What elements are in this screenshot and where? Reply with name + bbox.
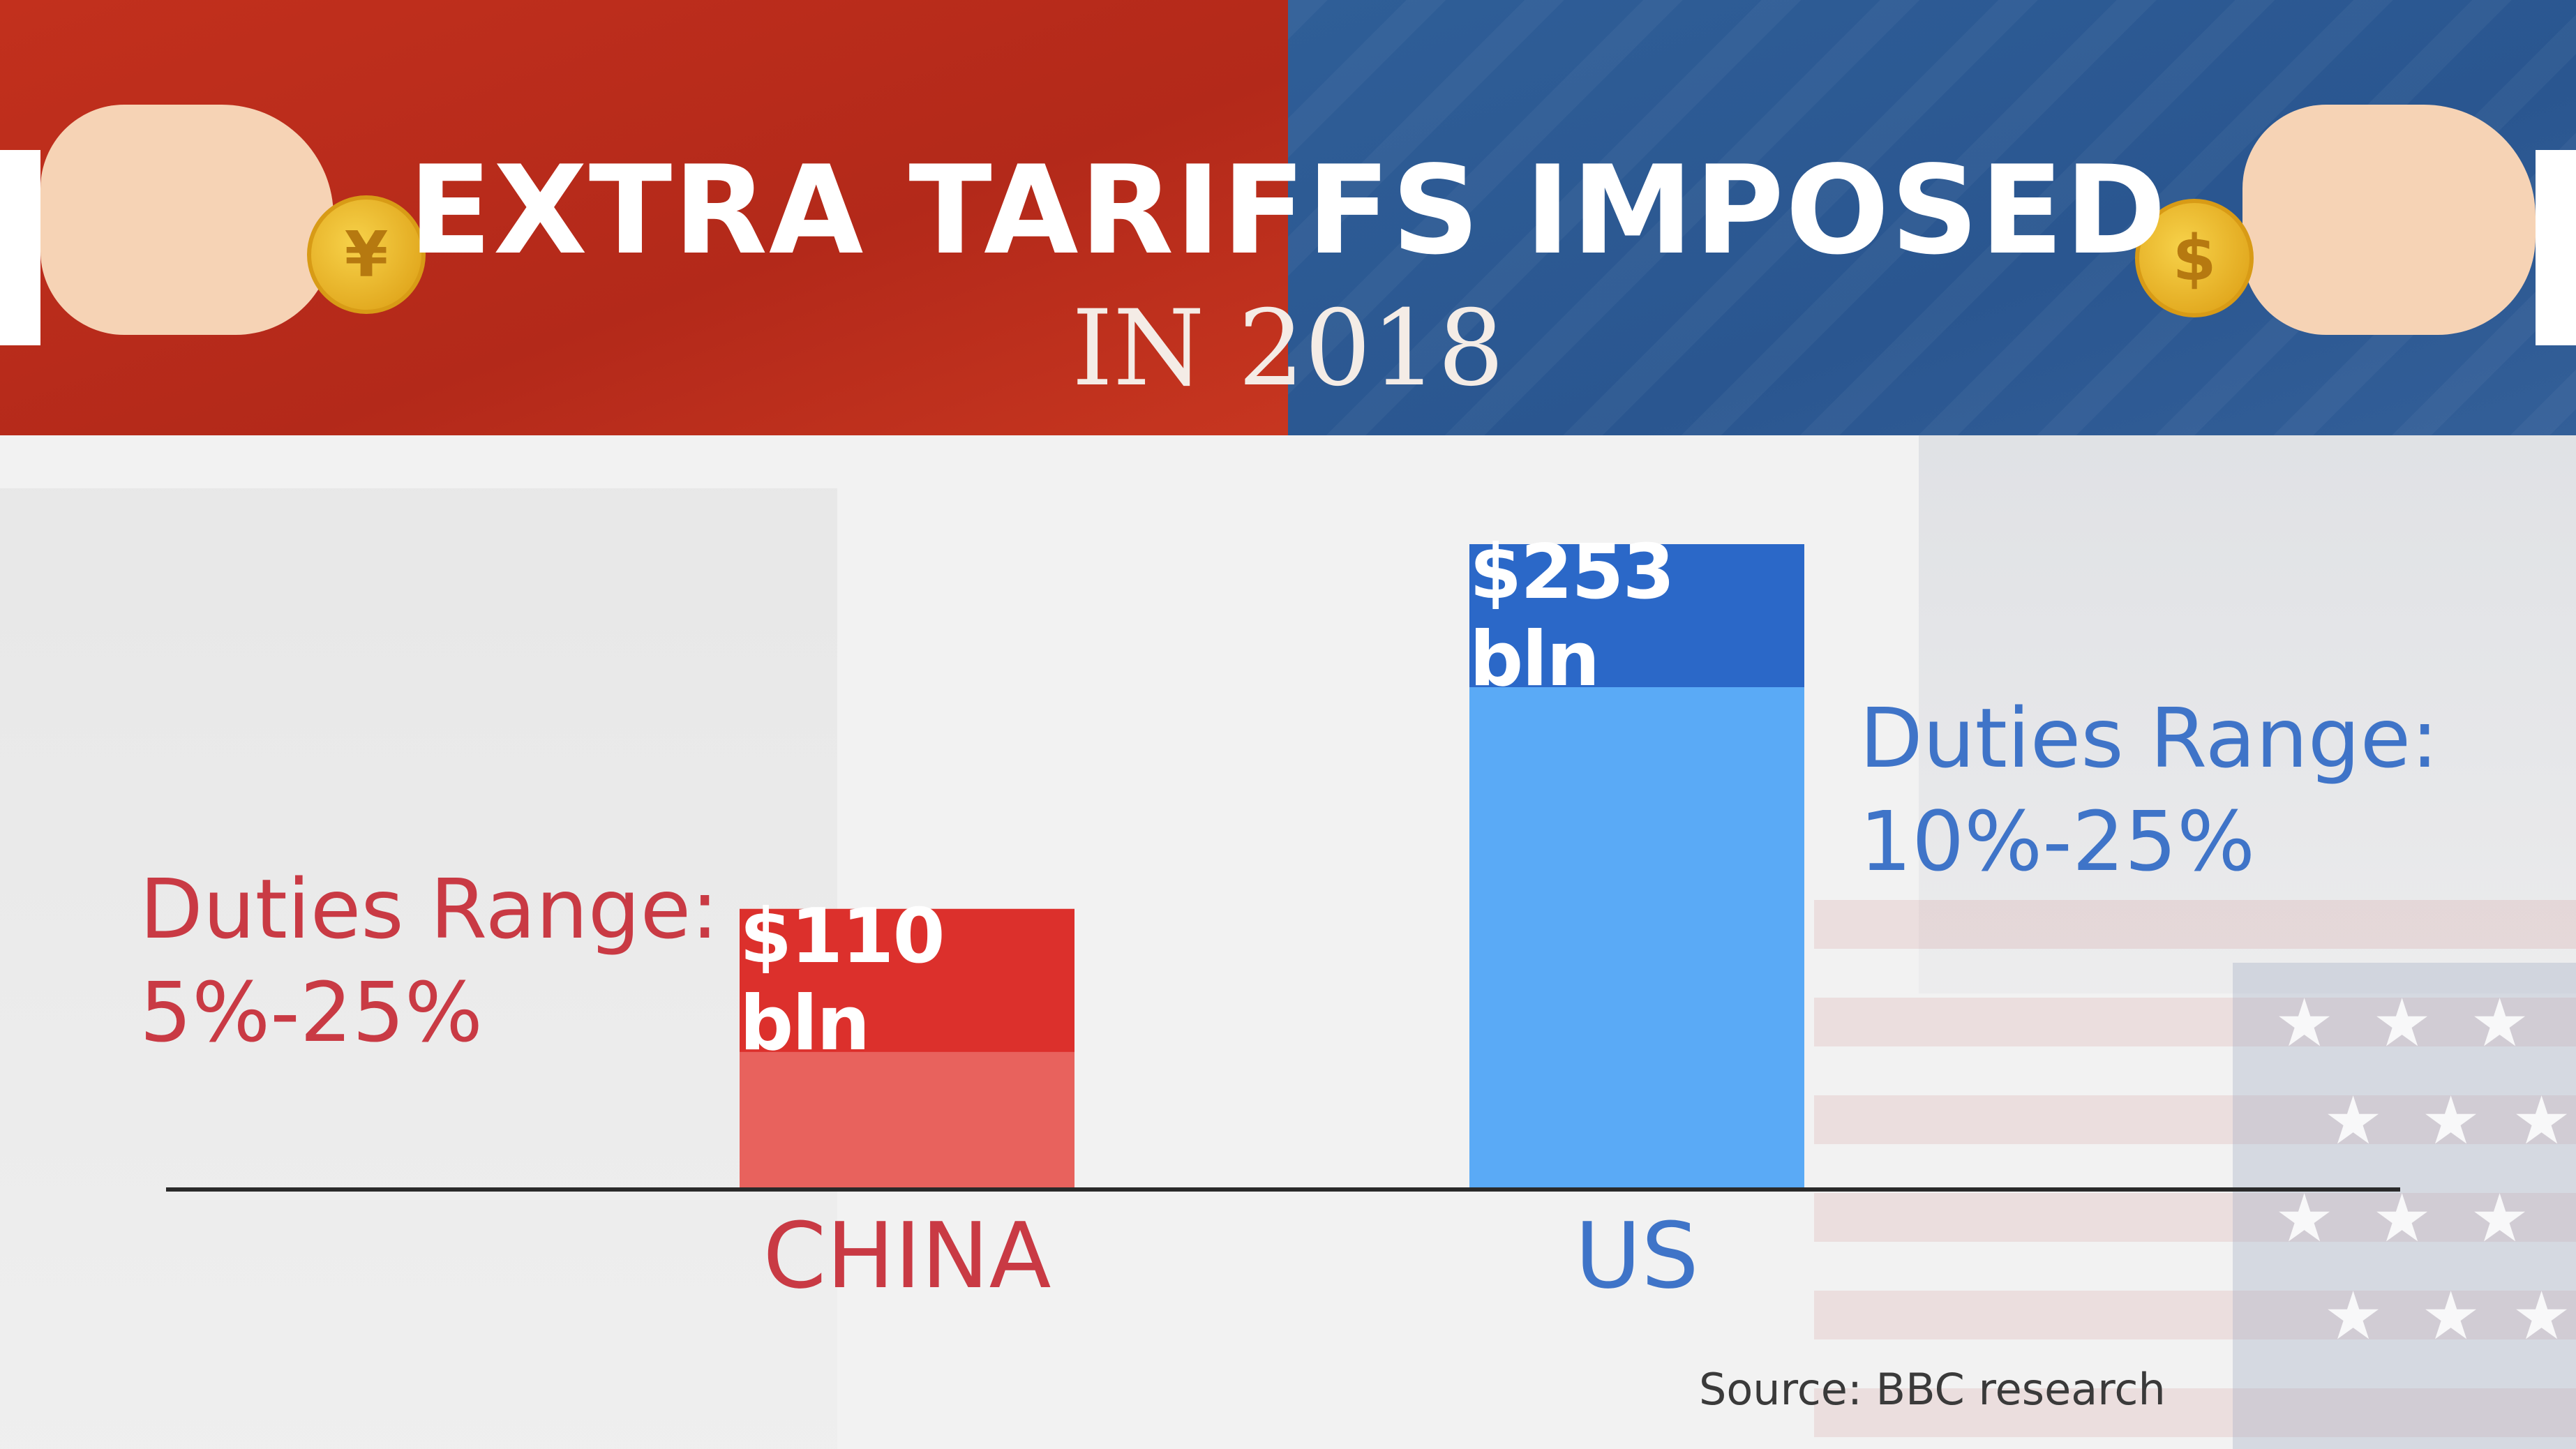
star-icon: ★: [2275, 1180, 2335, 1257]
star-icon: ★: [2421, 1083, 2481, 1159]
left-hand-icon: [40, 105, 334, 335]
china-duties-range-value: 5%-25%: [140, 963, 484, 1060]
data-label-us: $253 bln: [1469, 528, 1675, 703]
us-duties-range-label: Duties Range:: [1859, 690, 2439, 786]
bar-cap-us: [1469, 544, 1804, 687]
star-icon: ★: [2421, 1278, 2481, 1355]
right-edge-bar: [2536, 150, 2576, 345]
source-note: Source: BBC research: [1699, 1364, 2166, 1415]
star-icon: ★: [2470, 985, 2530, 1062]
star-icon: ★: [2323, 1083, 2383, 1159]
background-port-scene-right: [1919, 435, 2576, 993]
star-icon: ★: [2512, 1083, 2572, 1159]
star-icon: ★: [2323, 1278, 2383, 1355]
us-duties-range-value: 10%-25%: [1859, 793, 2256, 889]
china-duties-range-label: Duties Range:: [140, 861, 719, 957]
right-hand-icon: [2242, 105, 2536, 335]
category-label-us: US: [1575, 1203, 1699, 1309]
yuan-coin-icon: ¥: [307, 195, 426, 314]
category-label-china: CHINA: [763, 1203, 1051, 1309]
star-icon: ★: [2470, 1180, 2530, 1257]
star-icon: ★: [2275, 985, 2335, 1062]
page-title: EXTRA TARIFFS IMPOSED: [408, 140, 2168, 282]
star-icon: ★: [2372, 985, 2432, 1062]
left-edge-bar: [0, 150, 40, 345]
page-subtitle: IN 2018: [1072, 288, 1504, 410]
star-icon: ★: [2372, 1180, 2432, 1257]
dollar-coin-icon: $: [2135, 199, 2254, 317]
star-icon: ★: [2512, 1278, 2572, 1355]
us-duties-range: Duties Range: 10%-25%: [1859, 687, 2439, 893]
us-flag-stripes: [1814, 900, 2576, 1449]
background-port-scene-left: [0, 488, 837, 1449]
bar-cap-china: [740, 908, 1074, 1052]
us-flag-canton: ★ ★ ★ ★ ★ ★ ★ ★ ★ ★ ★ ★: [2233, 963, 2576, 1449]
data-label-china: $110 bln: [740, 893, 945, 1068]
china-duties-range: Duties Range: 5%-25%: [140, 858, 719, 1064]
